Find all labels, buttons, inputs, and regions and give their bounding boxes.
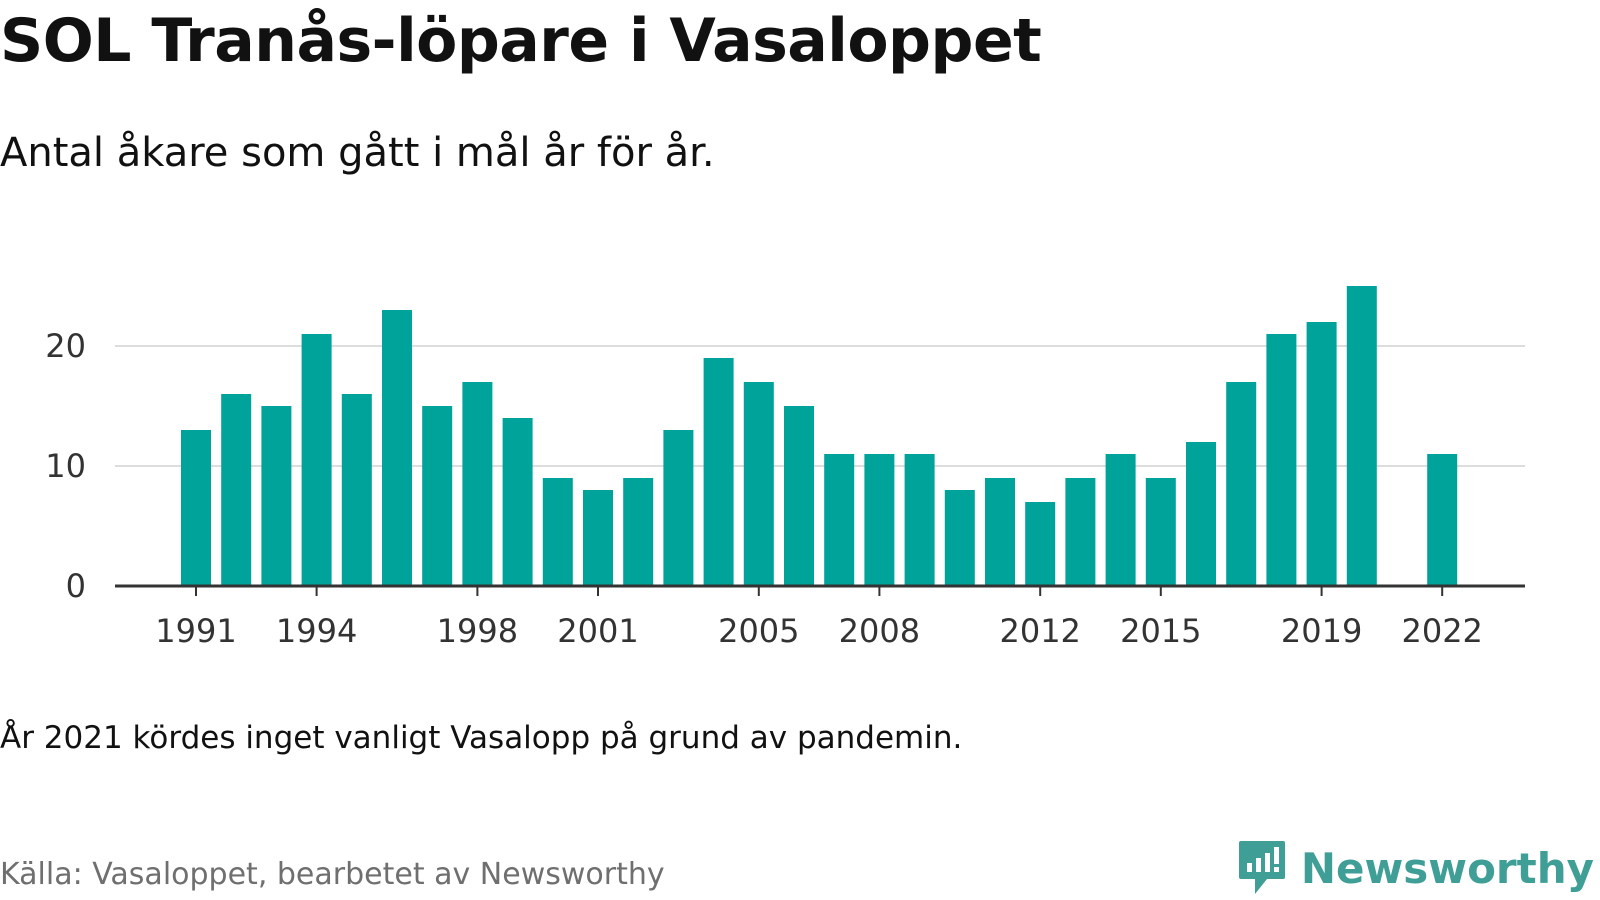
x-tick-label: 1998 [437, 612, 518, 650]
bar-chart: 1991 1994 1998 2001 2005 2008 2012 2015 2019 2022… [45, 286, 1525, 650]
brand-name: Newsworthy [1300, 843, 1594, 893]
source-credit: Källa: Vasaloppet, bearbetet av Newswort… [0, 857, 665, 892]
x-tick-label: 2012 [999, 612, 1080, 650]
x-tick-label: 2001 [557, 612, 638, 650]
bar-2006 [784, 406, 814, 586]
bar-2001 [583, 490, 613, 586]
bar-1998 [462, 382, 493, 586]
bars [181, 286, 1458, 586]
bar-2002 [623, 478, 654, 586]
x-tick-label: 2022 [1401, 612, 1482, 650]
bar-2015 [1145, 478, 1176, 586]
bar-2009 [904, 454, 935, 586]
bar-1997 [422, 406, 453, 586]
x-tick-label: 1994 [276, 612, 357, 650]
bar-2004 [703, 358, 734, 586]
y-tick-label: 0 [66, 567, 86, 605]
chart-subtitle: Antal åkare som gått i mål år för år. [0, 130, 715, 176]
y-axis-ticks: 0 10 20 [45, 327, 86, 605]
x-tick-label: 1991 [155, 612, 236, 650]
bar-1991 [181, 430, 211, 586]
bar-2005 [743, 382, 774, 586]
bar-1992 [221, 394, 252, 586]
bar-1993 [261, 406, 292, 586]
bar-2022 [1427, 454, 1458, 586]
brand-logo: Newsworthy [1237, 838, 1594, 898]
bar-2016 [1186, 442, 1216, 586]
bar-2007 [824, 454, 855, 586]
bar-2019 [1306, 322, 1337, 586]
chart-title: SOL Tranås-löpare i Vasaloppet [0, 6, 1042, 76]
bar-2013 [1065, 478, 1096, 586]
bar-2012 [1025, 502, 1056, 586]
x-tick-label: 2015 [1120, 612, 1201, 650]
chart-note: År 2021 kördes inget vanligt Vasalopp på… [0, 720, 963, 756]
newsworthy-logo-icon [1238, 841, 1285, 894]
bar-2000 [542, 478, 573, 586]
y-tick-label: 10 [45, 447, 86, 485]
bar-2010 [944, 490, 975, 586]
bar-2020 [1346, 286, 1377, 586]
x-tick-label: 2005 [718, 612, 799, 650]
bar-2014 [1105, 454, 1136, 586]
x-tick-label: 2008 [839, 612, 920, 650]
bar-1999 [502, 418, 533, 586]
x-tick-label: 2019 [1281, 612, 1362, 650]
bar-2008 [864, 454, 895, 586]
bar-2011 [985, 478, 1015, 586]
x-axis-ticks: 1991 1994 1998 2001 2005 2008 2012 2015 2019 2022 [155, 586, 1483, 650]
bar-2017 [1226, 382, 1257, 586]
bar-1994 [301, 334, 332, 586]
bar-1995 [341, 394, 372, 586]
bar-1996 [382, 310, 412, 586]
y-tick-label: 20 [45, 327, 86, 365]
bar-2018 [1266, 334, 1297, 586]
bar-2003 [663, 430, 694, 586]
